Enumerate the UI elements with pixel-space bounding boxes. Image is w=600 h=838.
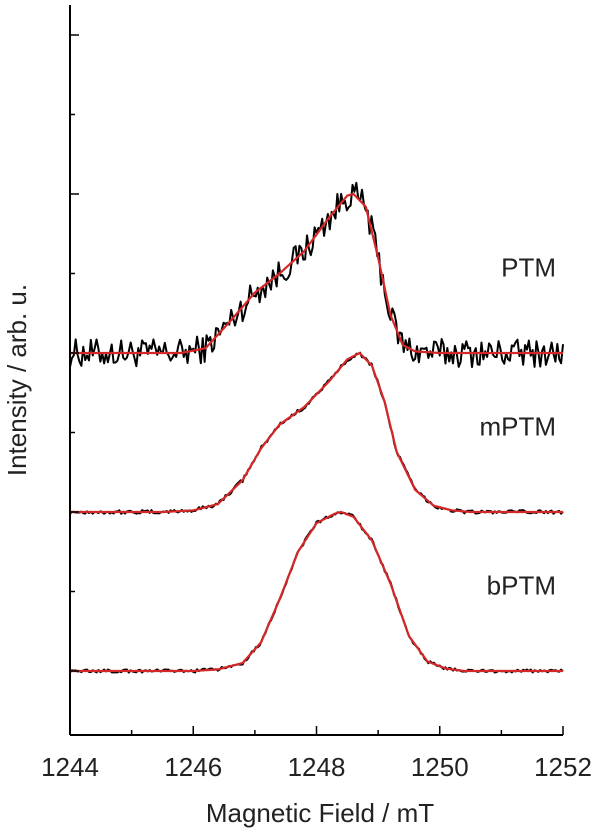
axes: 1244 1246 1248 1250 1252 [41,5,592,782]
series-fit-PTM [70,192,563,355]
plot-area: PTM mPTM bPTM [69,181,564,674]
x-tick-label: 1248 [288,752,346,782]
series-label-bPTM: bPTM [487,571,556,601]
series-fit-bPTM [70,510,563,673]
x-axis-title: Magnetic Field / mT [206,798,434,828]
x-tick-label: 1250 [411,752,469,782]
x-tick-label: 1246 [164,752,222,782]
series-label-mPTM: mPTM [479,412,556,442]
series-fit-mPTM [70,351,563,514]
x-tick-label: 1244 [41,752,99,782]
series-label-PTM: PTM [501,253,556,283]
y-axis-title: Intensity / arb. u. [2,284,32,476]
x-tick-label: 1252 [534,752,592,782]
series-data-PTM [69,181,564,369]
